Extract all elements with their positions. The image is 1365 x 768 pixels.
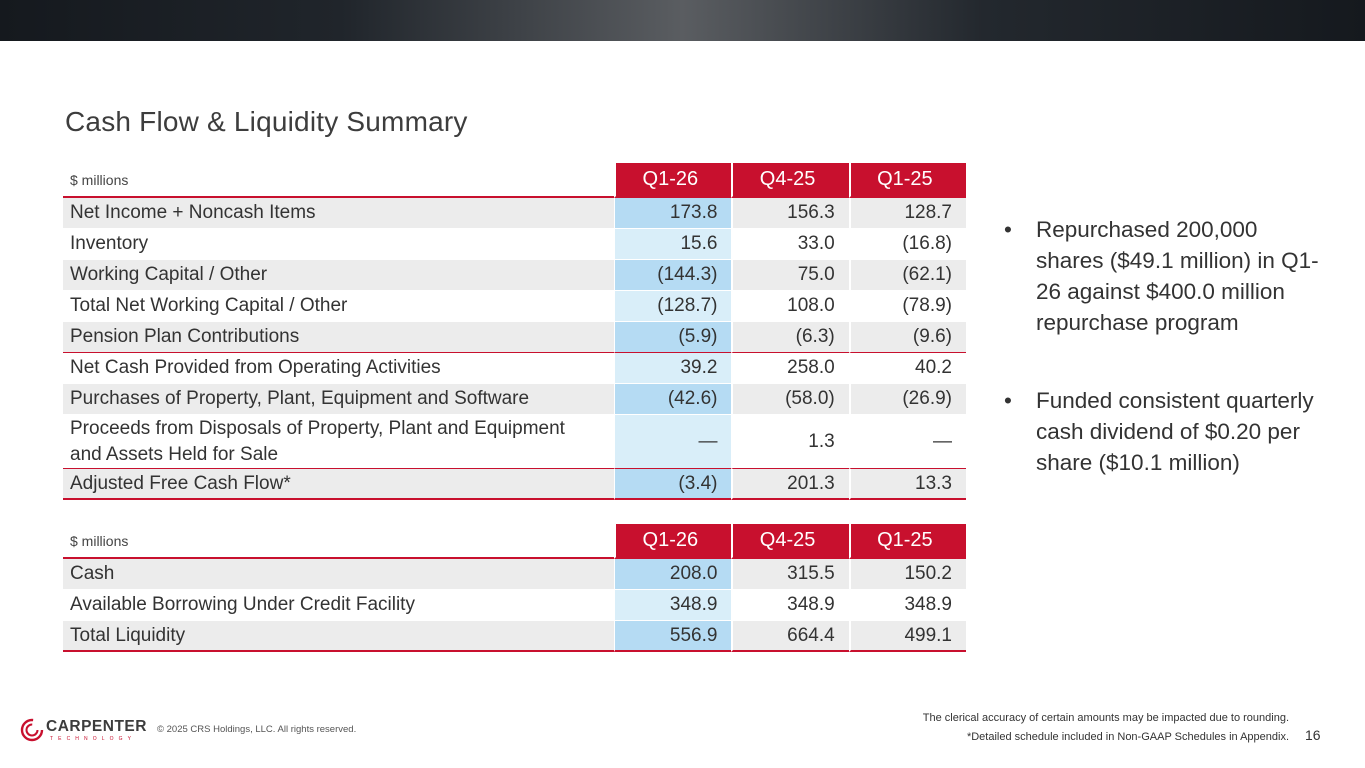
table-header-row: $ millions Q1-26 Q4-25 Q1-25 [63,524,966,559]
cell-value: (3.4) [614,469,732,500]
row-label: Total Net Working Capital / Other [63,291,615,322]
cell-value: (78.9) [848,291,966,322]
cell-value: 208.0 [614,559,732,590]
row-label: Cash [63,559,615,590]
cell-value: (144.3) [614,260,732,291]
cell-value: 499.1 [848,621,966,652]
cell-value: (128.7) [614,291,732,322]
table-row: Adjusted Free Cash Flow* (3.4) 201.3 13.… [63,469,966,500]
row-label: Net Income + Noncash Items [63,198,615,229]
cell-value: 156.3 [731,198,849,229]
bullet-text: Repurchased 200,000 shares ($49.1 millio… [1036,217,1319,335]
cell-value: — [614,415,732,469]
column-header: Q4-25 [731,524,849,559]
company-logo: CARPENTER TECHNOLOGY [20,716,146,744]
cell-value: 201.3 [731,469,849,500]
cell-value: (42.6) [614,384,732,415]
top-banner [0,0,1365,41]
table-row: Pension Plan Contributions (5.9) (6.3) (… [63,322,966,353]
cell-value: 258.0 [731,353,849,384]
rounding-note: The clerical accuracy of certain amounts… [922,712,1289,724]
cell-value: 40.2 [848,353,966,384]
cell-value: (62.1) [848,260,966,291]
row-label: Adjusted Free Cash Flow* [63,469,615,500]
bullet-text: Funded consistent quarterly cash dividen… [1036,388,1314,475]
schedule-note: *Detailed schedule included in Non-GAAP … [966,731,1289,743]
cell-value: 150.2 [848,559,966,590]
key-points: • Repurchased 200,000 shares ($49.1 mill… [1004,214,1324,525]
liquidity-table: $ millions Q1-26 Q4-25 Q1-25 Cash 208.0 … [63,524,966,652]
table-row: Total Net Working Capital / Other (128.7… [63,291,966,322]
logo-text: CARPENTER [46,718,147,735]
cell-value: 348.9 [848,590,966,621]
bullet-item: • Repurchased 200,000 shares ($49.1 mill… [1004,214,1324,338]
table-row: Purchases of Property, Plant, Equipment … [63,384,966,415]
table-header-row: $ millions Q1-26 Q4-25 Q1-25 [63,163,966,198]
cell-value: 348.9 [614,590,732,621]
cell-value: 13.3 [848,469,966,500]
column-header: Q1-25 [848,163,966,198]
cell-value: (58.0) [731,384,849,415]
page-title: Cash Flow & Liquidity Summary [65,106,468,137]
table-row: Net Cash Provided from Operating Activit… [63,353,966,384]
cell-value: 39.2 [614,353,732,384]
unit-label: $ millions [63,524,615,559]
row-label: Inventory [63,229,615,260]
cell-value: 75.0 [731,260,849,291]
cell-value: 128.7 [848,198,966,229]
bullet-item: • Funded consistent quarterly cash divid… [1004,385,1324,478]
cell-value: — [848,415,966,469]
cash-flow-table: $ millions Q1-26 Q4-25 Q1-25 Net Income … [63,163,966,500]
logo-subtext: TECHNOLOGY [50,736,137,742]
table-row: Net Income + Noncash Items 173.8 156.3 1… [63,198,966,229]
cell-value: 1.3 [731,415,849,469]
row-label: Net Cash Provided from Operating Activit… [63,353,615,384]
cell-value: 173.8 [614,198,732,229]
table-row: Inventory 15.6 33.0 (16.8) [63,229,966,260]
cell-value: 348.9 [731,590,849,621]
row-label: Total Liquidity [63,621,615,652]
table-row: Available Borrowing Under Credit Facilit… [63,590,966,621]
table-row: Cash 208.0 315.5 150.2 [63,559,966,590]
cell-value: (5.9) [614,322,732,353]
row-label: Working Capital / Other [63,260,615,291]
cell-value: (16.8) [848,229,966,260]
cell-value: 556.9 [614,621,732,652]
page-number: 16 [1305,727,1321,743]
bullet-dot: • [1004,388,1012,413]
cell-value: 664.4 [731,621,849,652]
logo-mark-icon [20,718,44,742]
column-header: Q1-25 [848,524,966,559]
row-label: Pension Plan Contributions [63,322,615,353]
cell-value: (26.9) [848,384,966,415]
table-row: Proceeds from Disposals of Property, Pla… [63,415,966,469]
cell-value: 33.0 [731,229,849,260]
row-label: Proceeds from Disposals of Property, Pla… [63,415,615,469]
row-label: Purchases of Property, Plant, Equipment … [63,384,615,415]
copyright-text: © 2025 CRS Holdings, LLC. All rights res… [157,724,357,735]
cell-value: 15.6 [614,229,732,260]
table-row: Total Liquidity 556.9 664.4 499.1 [63,621,966,652]
table-row: Working Capital / Other (144.3) 75.0 (62… [63,260,966,291]
cell-value: 108.0 [731,291,849,322]
bullet-dot: • [1004,217,1012,242]
unit-label: $ millions [63,163,615,198]
column-header: Q1-26 [614,163,732,198]
cell-value: (9.6) [848,322,966,353]
column-header: Q1-26 [614,524,732,559]
column-header: Q4-25 [731,163,849,198]
cell-value: 315.5 [731,559,849,590]
cell-value: (6.3) [731,322,849,353]
row-label: Available Borrowing Under Credit Facilit… [63,590,615,621]
